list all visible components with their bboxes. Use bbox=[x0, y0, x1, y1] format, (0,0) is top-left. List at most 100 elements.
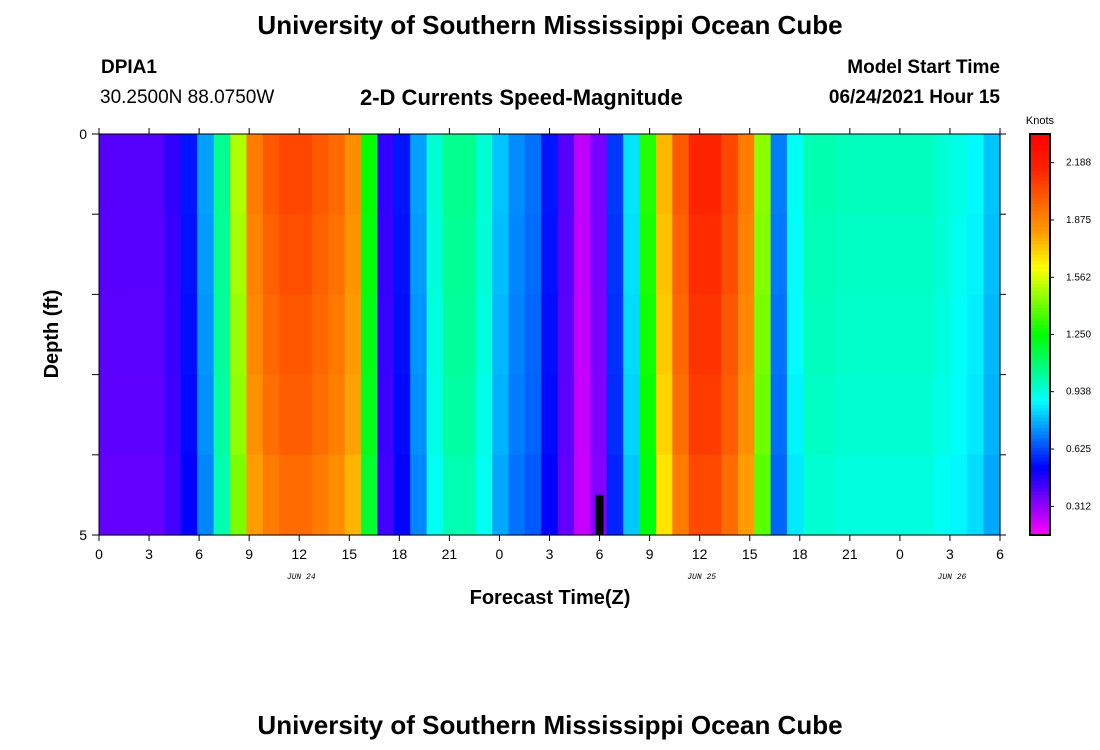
heatmap-cell bbox=[803, 134, 821, 215]
colorbar-segment bbox=[1030, 371, 1050, 376]
heatmap-cell bbox=[279, 214, 297, 295]
x-tick-label: 9 bbox=[245, 546, 253, 562]
colorbar-segment bbox=[1030, 374, 1050, 379]
x-tick-label: 6 bbox=[195, 546, 203, 562]
heatmap-cell bbox=[459, 134, 477, 215]
colorbar-tick-label: 1.250 bbox=[1066, 330, 1091, 341]
colorbar-segment bbox=[1030, 170, 1050, 175]
colorbar-segment bbox=[1030, 311, 1050, 316]
colorbar-segment bbox=[1030, 220, 1050, 225]
heatmap-cell bbox=[230, 214, 248, 295]
heatmap-cell bbox=[901, 214, 919, 295]
heatmap-cell bbox=[868, 134, 886, 215]
colorbar-segment bbox=[1030, 264, 1050, 269]
heatmap-cell bbox=[770, 374, 788, 456]
page-title: University of Southern Mississippi Ocean… bbox=[257, 10, 843, 40]
heatmap-cell bbox=[770, 134, 788, 215]
colorbar-segment bbox=[1030, 524, 1050, 529]
colorbar-segment bbox=[1030, 424, 1050, 429]
heatmap-cell bbox=[901, 294, 919, 376]
heatmap-cell bbox=[787, 134, 805, 215]
x-axis: 0 3 6 9 12 15 18 21 0 3 6 9 12 15 18 21 0 3 6 JUN 24 JUN 25 J… bbox=[95, 128, 1004, 582]
heatmap-cell bbox=[639, 374, 657, 456]
colorbar-segment bbox=[1030, 438, 1050, 443]
heatmap-cell bbox=[459, 294, 477, 376]
heatmap-cell bbox=[819, 214, 837, 295]
heatmap-cell bbox=[672, 134, 690, 215]
heatmap-cell bbox=[655, 214, 673, 295]
heatmap-cell bbox=[574, 454, 592, 536]
colorbar-segment bbox=[1030, 464, 1050, 469]
heatmap-cell bbox=[410, 454, 428, 536]
colorbar-segment bbox=[1030, 404, 1050, 409]
colorbar-segment bbox=[1030, 297, 1050, 302]
heatmap-cell bbox=[99, 374, 116, 456]
colorbar-segment bbox=[1030, 377, 1050, 382]
heatmap-cell bbox=[639, 214, 657, 295]
heatmap-cell bbox=[99, 214, 116, 295]
heatmap-cell bbox=[213, 134, 231, 215]
heatmap-cell bbox=[885, 374, 903, 456]
colorbar-segment bbox=[1030, 531, 1050, 536]
heatmap-cell bbox=[590, 294, 608, 376]
colorbar-segment bbox=[1030, 448, 1050, 453]
colorbar-segment bbox=[1030, 418, 1050, 422]
heatmap-cell bbox=[574, 214, 592, 295]
heatmap-cell bbox=[311, 294, 329, 376]
heatmap-cell bbox=[524, 454, 542, 536]
heatmap-cell bbox=[787, 214, 805, 295]
heatmap-cell bbox=[344, 294, 362, 376]
heatmap-cell bbox=[852, 214, 870, 295]
heatmap-cell bbox=[737, 454, 755, 536]
colorbar-tick-label: 2.188 bbox=[1066, 158, 1091, 169]
heatmap-cell bbox=[246, 294, 264, 376]
colorbar-segment bbox=[1030, 428, 1050, 433]
colorbar-segment bbox=[1030, 301, 1050, 306]
colorbar-segment bbox=[1030, 154, 1050, 158]
heatmap-cell bbox=[115, 134, 133, 215]
heatmap-cell bbox=[426, 134, 444, 215]
colorbar-segment bbox=[1030, 364, 1050, 369]
model-start-label: Model Start Time bbox=[847, 57, 1000, 78]
colorbar-segment bbox=[1030, 250, 1050, 255]
heatmap-cell bbox=[590, 214, 608, 295]
heatmap-cell bbox=[705, 294, 723, 376]
heatmap-cell bbox=[197, 134, 215, 215]
heatmap-cell bbox=[410, 134, 428, 215]
heatmap-cell bbox=[967, 214, 985, 295]
heatmap-cell bbox=[344, 454, 362, 536]
colorbar-segment bbox=[1030, 254, 1050, 259]
heatmap-cell bbox=[836, 134, 854, 215]
heatmap-cell bbox=[180, 294, 198, 376]
current-time-marker bbox=[595, 494, 604, 535]
x-tick-label: 18 bbox=[392, 546, 408, 562]
heatmap-cell bbox=[639, 294, 657, 376]
colorbar-segment bbox=[1030, 267, 1050, 272]
heatmap-cell bbox=[279, 134, 297, 215]
colorbar-segment bbox=[1030, 137, 1050, 142]
heatmap-cell bbox=[606, 374, 624, 456]
heatmap-cell bbox=[475, 214, 493, 295]
heatmap-cell bbox=[115, 374, 133, 456]
plot-title: 2-D Currents Speed-Magnitude bbox=[360, 85, 683, 110]
heatmap-cell bbox=[492, 214, 510, 295]
heatmap-cell bbox=[639, 454, 657, 536]
colorbar-segment bbox=[1030, 180, 1050, 185]
colorbar-segment bbox=[1030, 458, 1050, 463]
heatmap-cell bbox=[131, 214, 149, 295]
heatmap-cell bbox=[574, 134, 592, 215]
heatmap-cell bbox=[705, 134, 723, 215]
heatmap-cell bbox=[99, 294, 116, 376]
heatmap-cell bbox=[787, 454, 805, 536]
heatmap-cell bbox=[557, 134, 575, 215]
heatmap-cell bbox=[754, 294, 772, 376]
heatmap-cell bbox=[213, 374, 231, 456]
colorbar-segment bbox=[1030, 217, 1050, 222]
colorbar-segment bbox=[1030, 271, 1050, 275]
heatmap-cell bbox=[524, 294, 542, 376]
colorbar-segment bbox=[1030, 150, 1050, 155]
colorbar-segment bbox=[1030, 501, 1050, 506]
colorbar-segment bbox=[1030, 134, 1050, 138]
colorbar-segment bbox=[1030, 461, 1050, 466]
